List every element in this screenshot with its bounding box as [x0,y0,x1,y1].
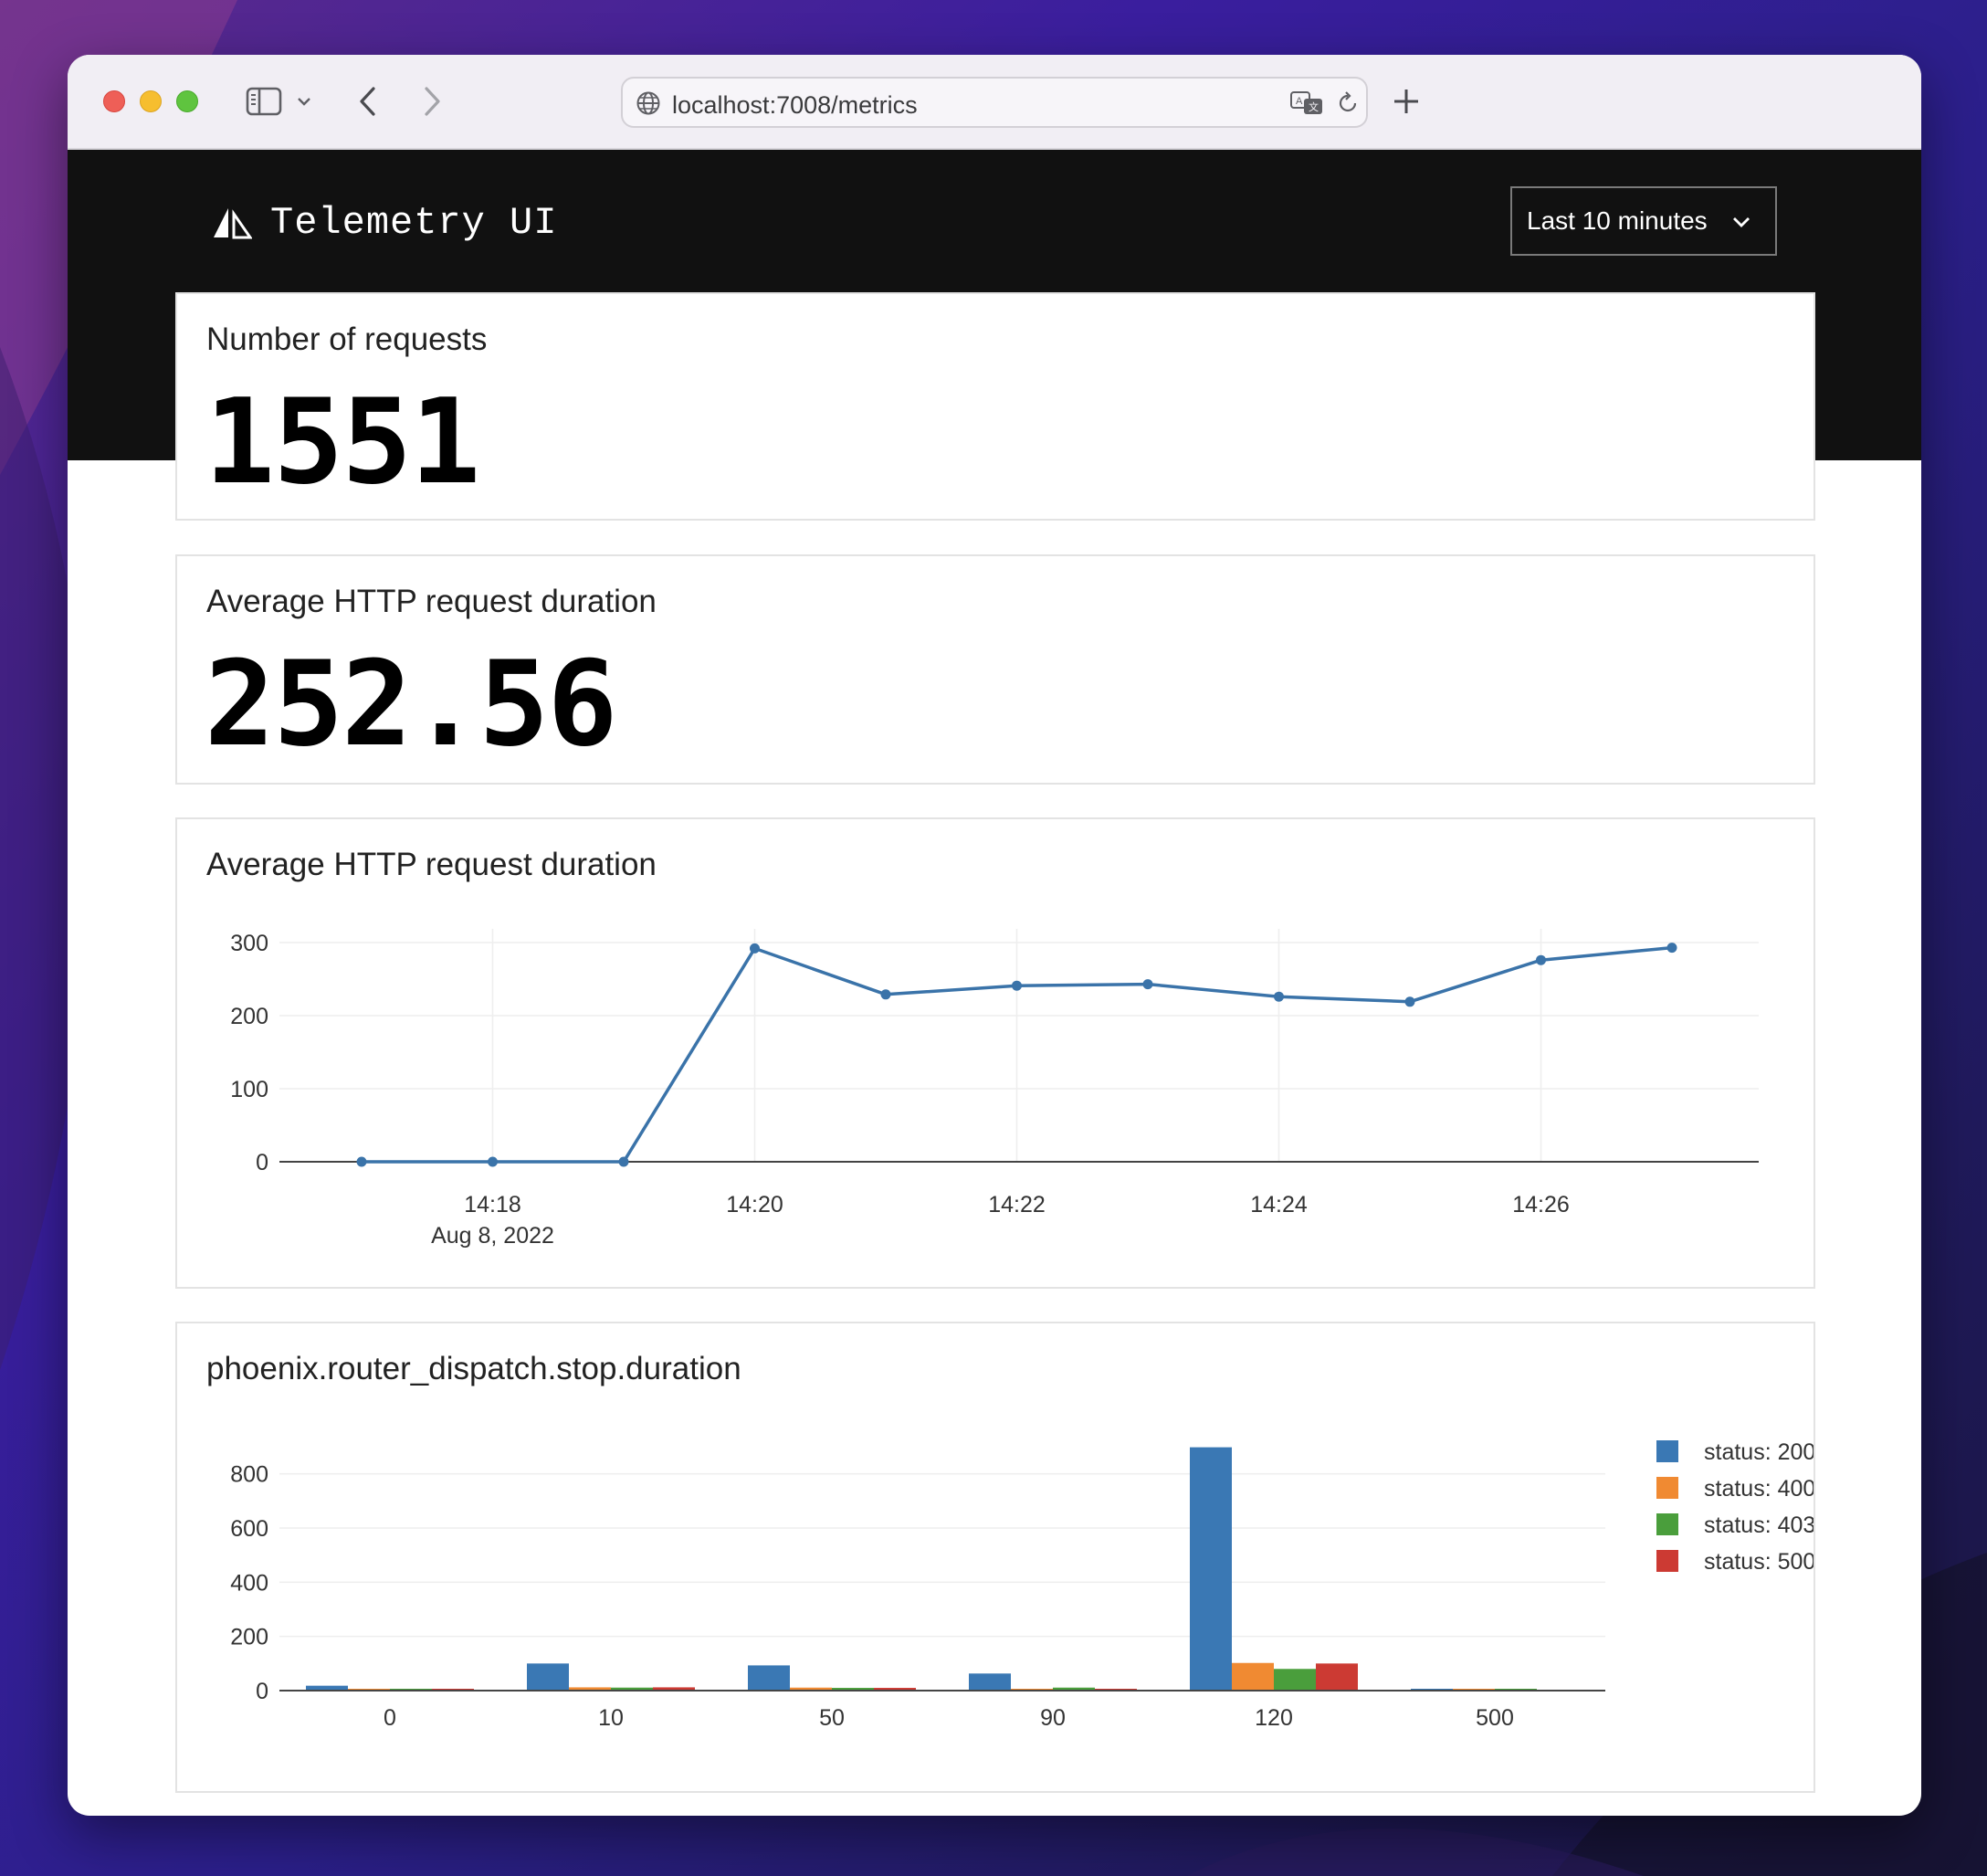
requests-count: 1551 [205,374,480,511]
forward-arrow-icon[interactable] [418,79,446,124]
bar [1274,1669,1316,1691]
avg-duration-card: Average HTTP request duration 252.56 [175,554,1815,785]
y-tick-label: 400 [230,1570,268,1596]
data-point [1404,996,1415,1007]
avg-duration-value: 252.56 [205,637,617,773]
close-window-button[interactable] [103,90,125,112]
time-range-label: Last 10 minutes [1527,206,1708,235]
bar [527,1663,569,1691]
x-tick-label: 0 [384,1705,396,1731]
x-tick-label: 14:22 [988,1192,1046,1217]
y-tick-label: 600 [230,1516,268,1542]
y-tick-label: 300 [230,931,268,956]
chart-title: phoenix.router_dispatch.stop.duration [206,1351,741,1386]
legend-swatch [1656,1477,1678,1499]
x-tick-label: 500 [1476,1705,1514,1731]
data-point [750,943,760,954]
y-tick-label: 800 [230,1462,268,1488]
data-point [1142,979,1153,990]
svg-text:A: A [1296,96,1303,107]
y-tick-label: 100 [230,1077,268,1102]
bar [611,1687,653,1691]
chevron-down-icon [1733,217,1750,227]
data-point [1666,943,1677,954]
requests-card: Number of requests 1551 [175,292,1815,521]
time-range-select[interactable]: Last 10 minutes [1510,186,1777,256]
x-tick-label: 50 [819,1705,845,1731]
data-point [1536,954,1546,965]
card-title: Number of requests [206,321,488,357]
y-tick-label: 0 [256,1679,268,1704]
data-point [618,1156,629,1167]
bar [569,1687,611,1691]
bar [790,1687,832,1691]
bar [969,1673,1011,1691]
legend-label: status: 200 [1704,1439,1814,1465]
y-tick-label: 200 [230,1004,268,1029]
y-tick-label: 0 [256,1150,268,1175]
data-point [488,1156,498,1167]
duration-chart-card: Average HTTP request duration 0 100 200 300… [175,817,1815,1289]
legend-swatch [1656,1440,1678,1462]
bar [653,1687,695,1691]
card-title: Average HTTP request duration [206,584,657,619]
x-tick-label: 14:26 [1512,1192,1570,1217]
x-tick-label: 10 [598,1705,624,1731]
svg-text:文: 文 [1309,100,1319,113]
x-tick-label: 14:24 [1250,1192,1308,1217]
minimize-window-button[interactable] [140,90,162,112]
chevron-down-icon[interactable] [294,79,314,124]
histogram-card: phoenix.router_dispatch.stop.duration 0 2… [175,1322,1815,1793]
logo-icon [214,208,252,239]
bar [832,1688,874,1691]
x-tick-label: 14:18 [464,1192,521,1217]
brand: Telemetry UI [212,201,557,245]
url-text[interactable]: localhost:7008/metrics [672,91,918,119]
x-tick-label: 90 [1040,1705,1066,1731]
legend-swatch [1656,1550,1678,1572]
brand-name: Telemetry UI [270,201,558,245]
bar [1232,1662,1274,1691]
sidebar-toggle-icon[interactable] [243,79,285,124]
bar [748,1665,790,1691]
bar [1053,1687,1095,1691]
data-point [1012,980,1022,991]
y-tick-label: 200 [230,1625,268,1650]
globe-icon [636,91,660,115]
back-arrow-icon[interactable] [354,79,382,124]
bar [874,1688,916,1691]
reload-icon[interactable] [1335,90,1361,116]
legend-label: status: 500 [1704,1549,1814,1575]
bar [1190,1447,1232,1691]
data-point [880,989,891,1000]
chart-title: Average HTTP request duration [206,847,657,882]
legend-swatch [1656,1513,1678,1535]
x-tick-label: 120 [1255,1705,1293,1731]
bar [306,1685,348,1691]
plus-icon[interactable] [1390,79,1423,124]
x-tick-label: 14:20 [726,1192,783,1217]
x-tick-date-label: Aug 8, 2022 [431,1223,554,1249]
legend-label: status: 400 [1704,1476,1814,1502]
legend-label: status: 403 [1704,1512,1814,1538]
bar-chart[interactable]: 0 200 400 600 800 0 10 50 90 120 500 status: 200 sta… [177,1323,1814,1789]
data-point [1274,991,1284,1002]
zoom-window-button[interactable] [176,90,198,112]
bar [1316,1663,1358,1691]
line-chart[interactable]: 0 100 200 300 14:18 Aug 8, 2022 14:20 14:22 14:2… [177,819,1814,1285]
translate-icon[interactable]: A文 [1289,90,1324,117]
data-point [356,1156,367,1167]
